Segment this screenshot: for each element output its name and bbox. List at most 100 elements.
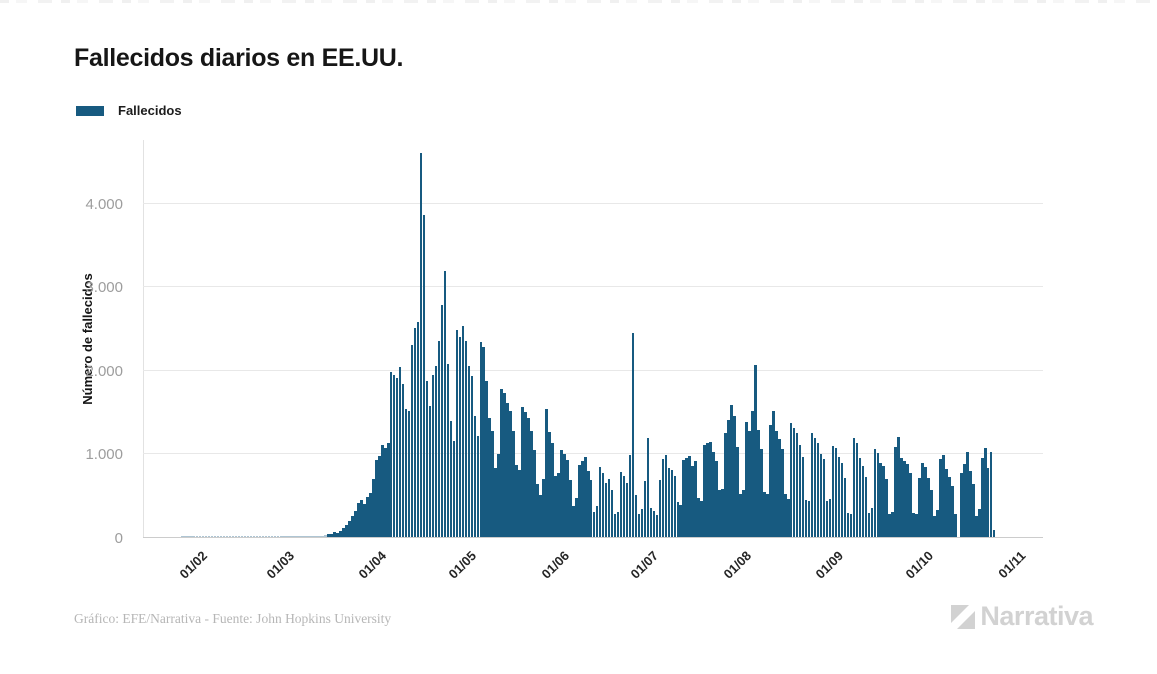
legend-item-fallecidos[interactable]: Fallecidos — [76, 103, 182, 118]
bar — [963, 464, 966, 537]
bar — [646, 438, 650, 537]
bar — [434, 366, 438, 537]
bar — [524, 411, 527, 537]
bar — [855, 442, 859, 537]
bar — [595, 506, 599, 537]
bar — [637, 514, 641, 537]
bar — [870, 507, 874, 537]
bar — [592, 511, 596, 537]
bar — [231, 536, 235, 537]
bar — [897, 436, 900, 537]
gridline — [143, 202, 1043, 204]
bar — [267, 536, 271, 537]
bar — [903, 460, 906, 537]
bar — [443, 271, 447, 537]
x-tick-label: 01/03 — [263, 548, 298, 582]
bar — [554, 475, 557, 537]
bar — [960, 473, 963, 537]
bar — [515, 464, 518, 537]
bar — [473, 415, 477, 537]
bar — [548, 431, 551, 537]
bar — [569, 480, 572, 537]
bar — [778, 439, 781, 537]
bar — [846, 512, 850, 537]
y-axis-line — [143, 140, 144, 538]
bar — [837, 456, 841, 537]
bar — [279, 536, 283, 537]
bar — [521, 407, 524, 537]
bar — [258, 536, 262, 537]
bar — [986, 467, 990, 537]
bar — [906, 464, 909, 537]
bar — [509, 410, 512, 537]
bar — [512, 430, 515, 537]
bar — [888, 514, 891, 537]
bar — [628, 455, 632, 537]
bar — [742, 490, 745, 537]
bar — [566, 460, 569, 537]
y-tick-label: 3.000 — [85, 279, 123, 297]
x-tick-label: 01/06 — [538, 548, 572, 582]
legend-label: Fallecidos — [118, 103, 182, 118]
y-tick-label: 2.000 — [85, 362, 123, 380]
bar — [560, 449, 563, 537]
bar — [891, 511, 894, 537]
y-axis-labels: 0 1.000 2.000 3.000 4.000 — [0, 140, 133, 547]
bar — [318, 535, 321, 537]
bar — [831, 445, 835, 537]
bar — [715, 460, 718, 537]
bar — [933, 516, 936, 537]
bar — [807, 501, 811, 537]
bar — [610, 490, 614, 537]
bar — [634, 495, 638, 537]
bar — [497, 454, 500, 537]
bar — [219, 536, 223, 537]
bar — [879, 462, 883, 537]
bar — [183, 536, 187, 537]
bar — [222, 536, 226, 537]
bar — [315, 536, 318, 537]
bar — [291, 536, 294, 537]
bar — [885, 479, 888, 537]
bar — [975, 516, 978, 537]
x-tick-label: 01/02 — [176, 548, 211, 582]
bar — [819, 454, 823, 537]
bar — [828, 499, 832, 537]
bar — [977, 509, 981, 537]
bar — [810, 433, 814, 537]
bar — [536, 483, 539, 537]
bar — [321, 535, 324, 537]
bar — [551, 443, 554, 537]
cropped-text-artifact — [0, 0, 1157, 3]
bar — [685, 457, 688, 537]
bar — [354, 510, 357, 537]
gridline — [143, 453, 1043, 455]
bar — [915, 514, 918, 537]
chart-title: Fallecidos diarios en EE.UU. — [74, 44, 404, 72]
bar — [419, 153, 423, 537]
bar — [607, 479, 611, 537]
bar — [748, 431, 751, 537]
bar — [969, 470, 972, 537]
bar — [983, 448, 987, 537]
bar — [181, 536, 184, 537]
bar — [297, 536, 300, 537]
bar — [476, 436, 480, 537]
bar — [673, 475, 677, 537]
bar — [867, 512, 871, 537]
bar — [745, 421, 748, 537]
bar — [425, 380, 429, 537]
gridline — [143, 369, 1043, 371]
bar — [195, 536, 199, 537]
bar — [598, 466, 602, 537]
bar — [386, 442, 390, 537]
bar — [216, 536, 220, 537]
bar — [739, 493, 742, 537]
bar — [840, 463, 844, 537]
bar — [619, 471, 623, 537]
bar — [575, 497, 578, 537]
bar — [416, 322, 420, 537]
bar — [252, 536, 256, 537]
bar — [721, 488, 724, 537]
plot-area[interactable] — [143, 140, 1043, 538]
